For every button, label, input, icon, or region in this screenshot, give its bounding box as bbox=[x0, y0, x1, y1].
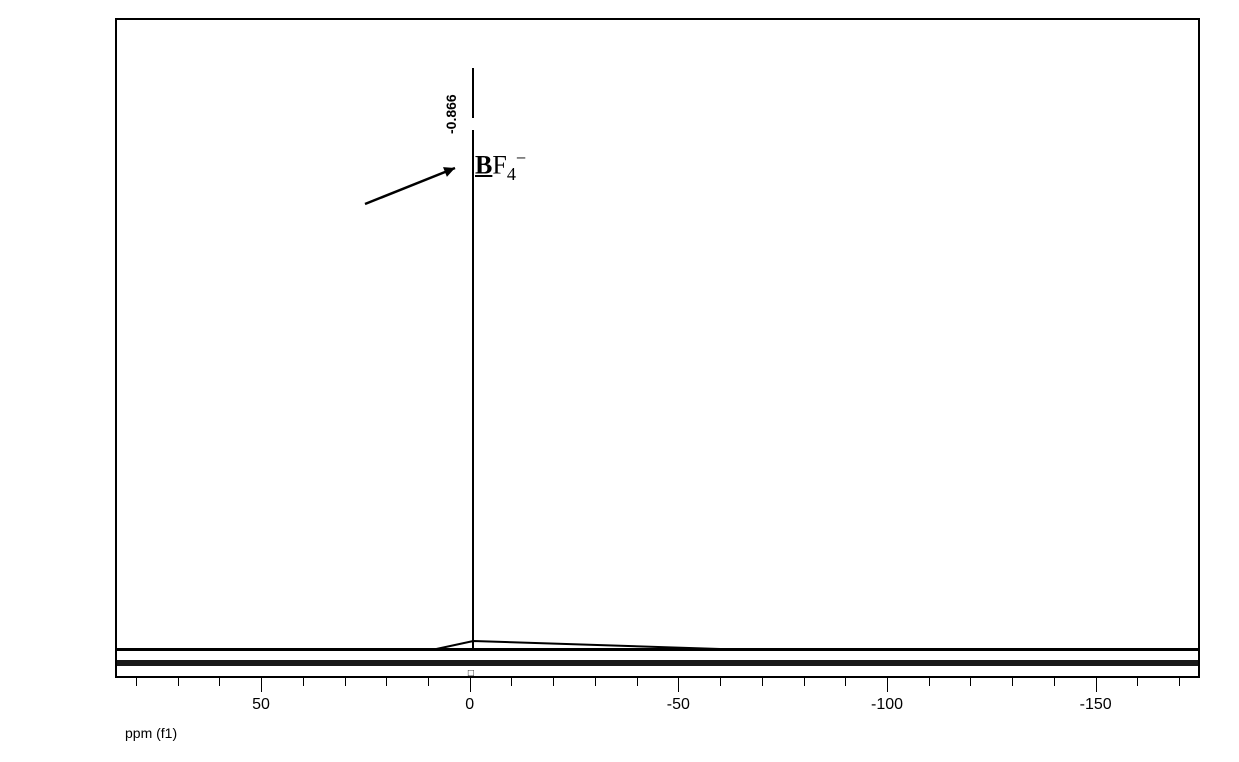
x-tick bbox=[1054, 678, 1055, 686]
x-tick bbox=[386, 678, 387, 686]
x-tick bbox=[804, 678, 805, 686]
x-tick bbox=[1096, 678, 1097, 692]
x-axis-label: ppm (f1) bbox=[125, 725, 177, 741]
x-tick bbox=[345, 678, 346, 686]
x-tick bbox=[553, 678, 554, 686]
x-tick bbox=[219, 678, 220, 686]
x-tick-label: -150 bbox=[1080, 696, 1112, 714]
x-tick-label: -50 bbox=[667, 696, 690, 714]
x-tick bbox=[470, 678, 471, 692]
x-tick bbox=[845, 678, 846, 686]
x-tick bbox=[136, 678, 137, 686]
x-tick bbox=[178, 678, 179, 686]
x-tick-label: 0 bbox=[465, 696, 474, 714]
x-tick bbox=[762, 678, 763, 686]
annotation-arrow bbox=[0, 0, 1239, 762]
x-tick bbox=[511, 678, 512, 686]
x-tick bbox=[970, 678, 971, 686]
x-tick bbox=[887, 678, 888, 692]
x-tick bbox=[261, 678, 262, 692]
x-tick bbox=[1179, 678, 1180, 686]
x-tick bbox=[428, 678, 429, 686]
x-tick bbox=[1012, 678, 1013, 686]
x-tick bbox=[595, 678, 596, 686]
x-tick-label: 50 bbox=[252, 696, 270, 714]
x-tick bbox=[929, 678, 930, 686]
x-tick bbox=[678, 678, 679, 692]
x-tick bbox=[720, 678, 721, 686]
x-tick bbox=[303, 678, 304, 686]
x-tick-label: -100 bbox=[871, 696, 903, 714]
x-tick bbox=[1137, 678, 1138, 686]
x-tick bbox=[637, 678, 638, 686]
